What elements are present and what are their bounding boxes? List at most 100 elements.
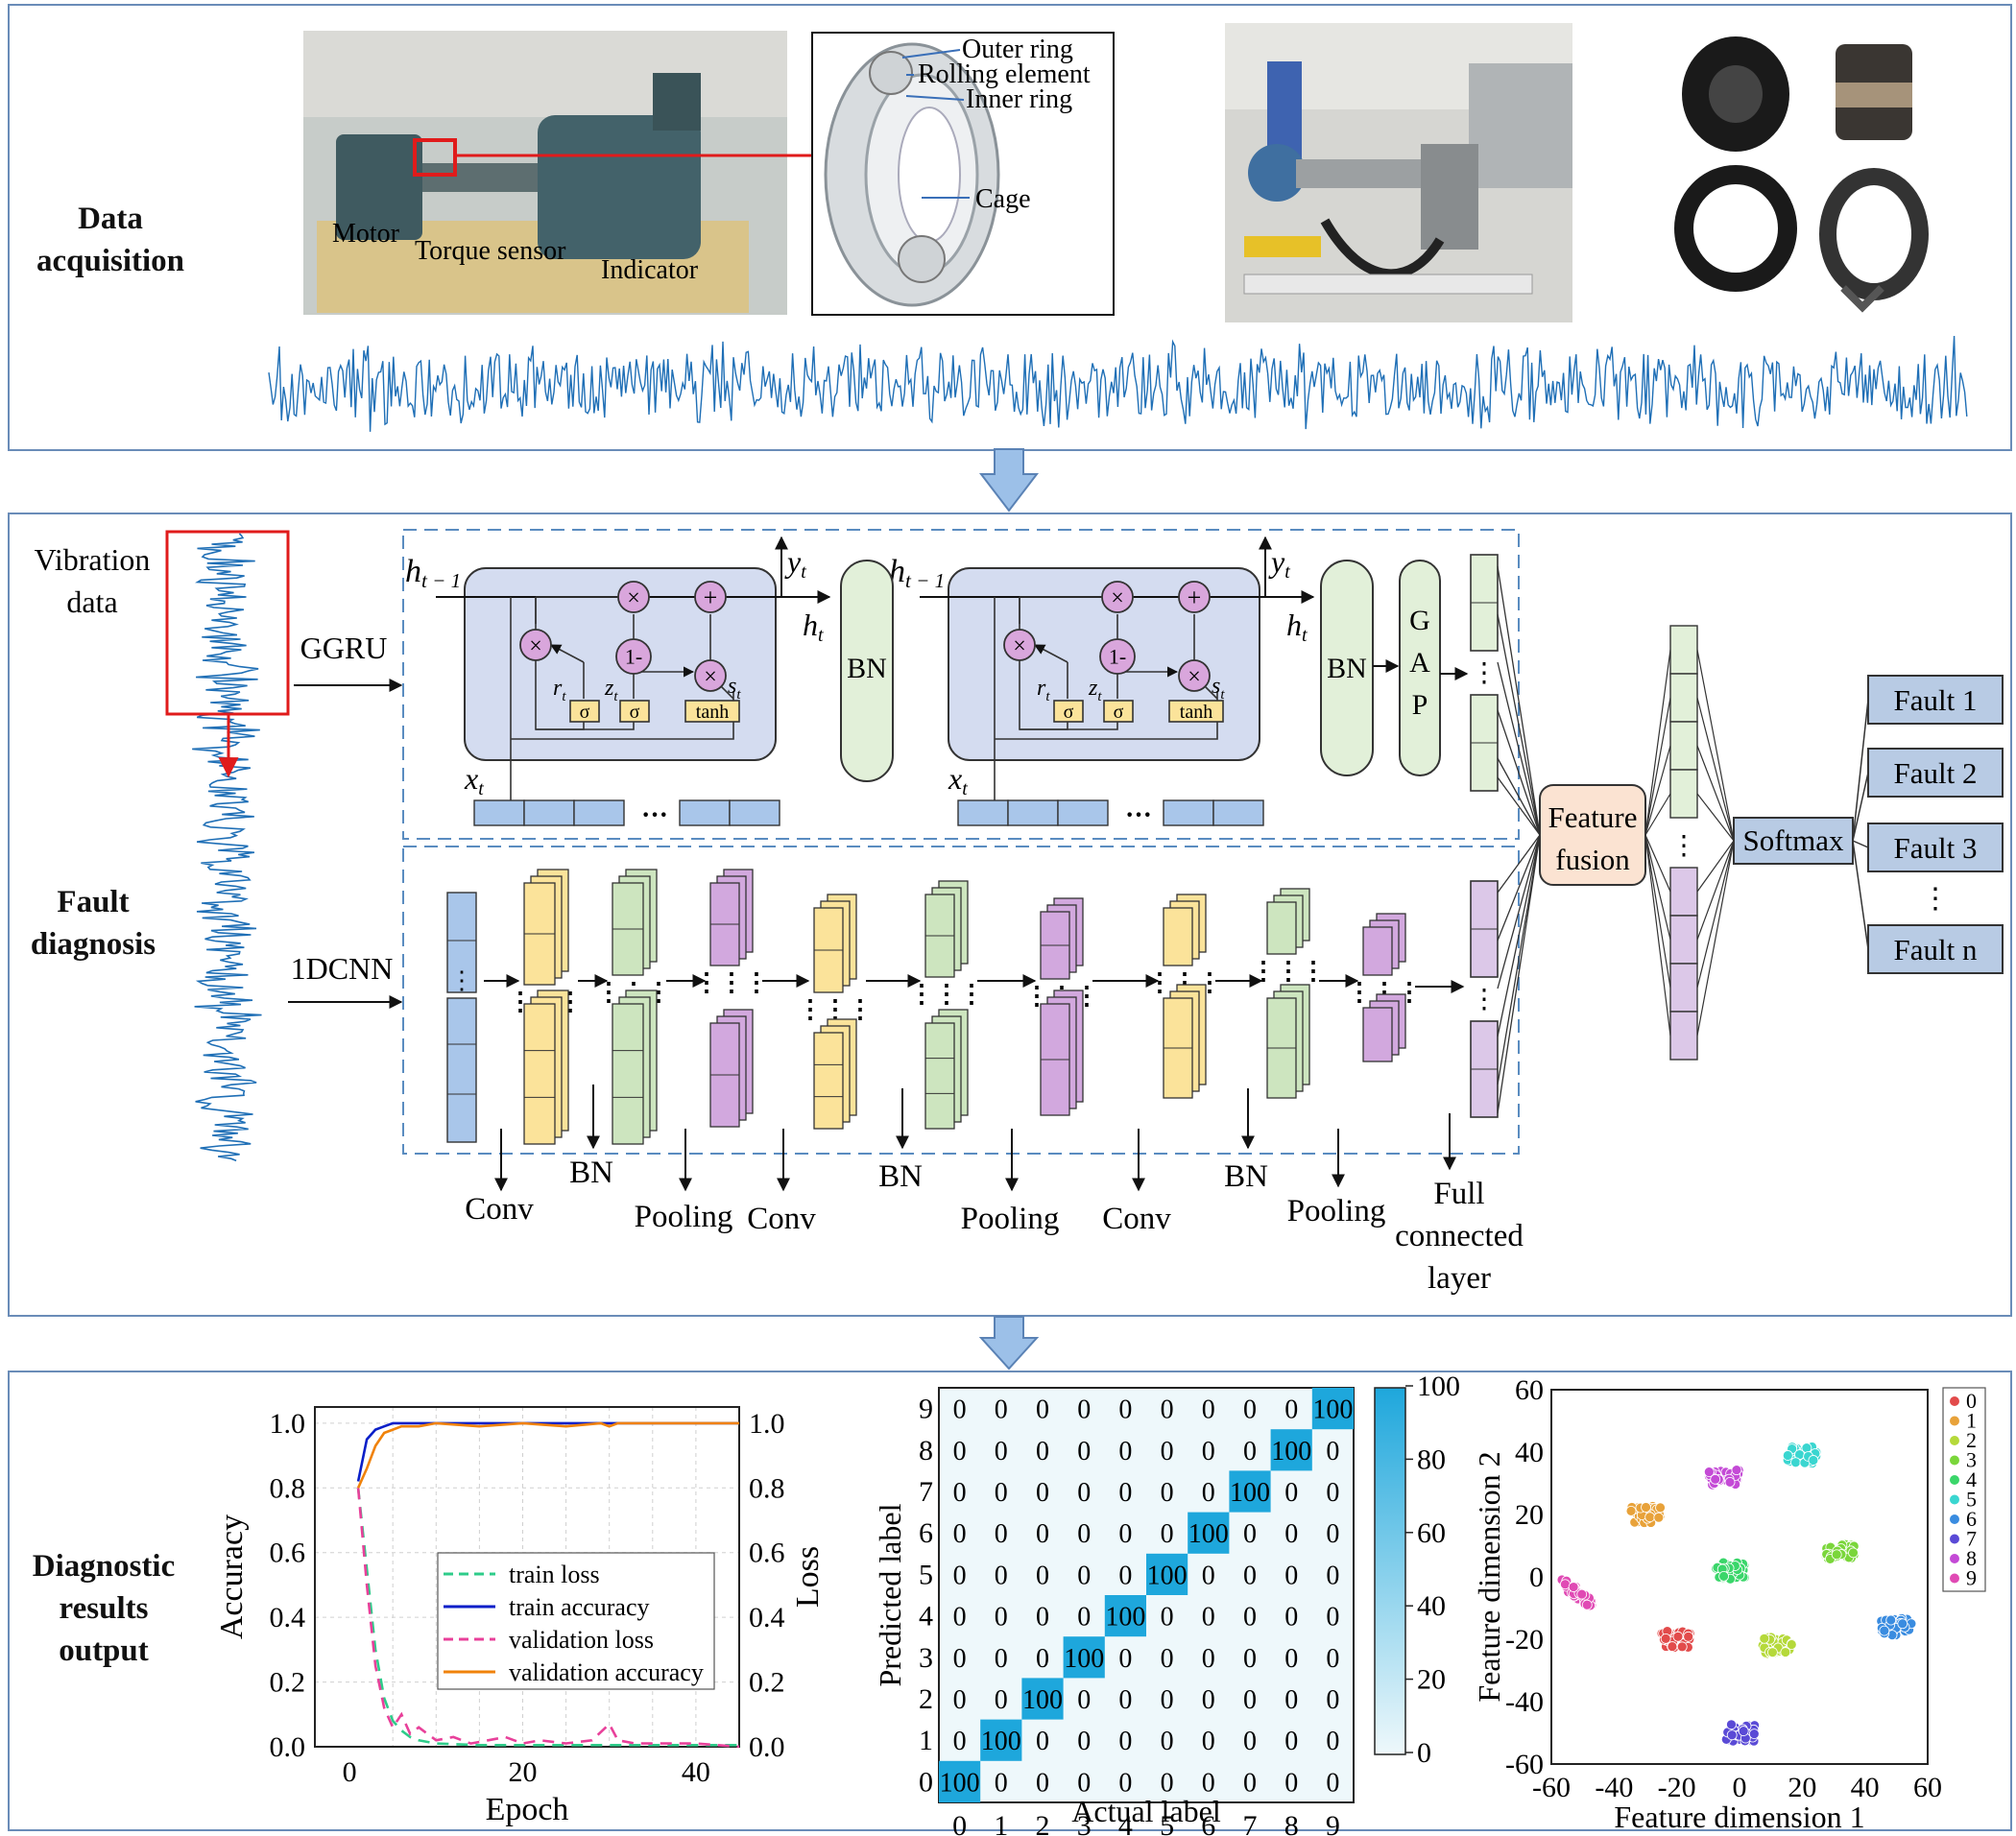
matrix-value: 0 [1161, 1603, 1174, 1633]
matrix-value: 100 [1188, 1519, 1229, 1549]
ytick-right: 1.0 [749, 1408, 785, 1440]
softmax-block [1733, 817, 1854, 865]
matrix-xtick: 6 [1201, 1810, 1215, 1836]
matrix-value: 0 [1326, 1437, 1339, 1466]
matrix-ytick: 7 [919, 1476, 933, 1508]
matrix-value: 0 [1243, 1685, 1257, 1715]
svg-text:⋮: ⋮ [1471, 658, 1498, 688]
matrix-cell [1311, 1388, 1354, 1430]
matrix-value: 100 [1105, 1603, 1145, 1633]
matrix-value: 0 [953, 1727, 967, 1756]
matrix-value: 0 [995, 1478, 1008, 1508]
feature-fusion-label-2: fusion [1555, 843, 1630, 876]
svg-text:×: × [704, 664, 717, 689]
matrix-value: 0 [1118, 1519, 1132, 1549]
colorbar-tick: 0 [1417, 1737, 1431, 1769]
matrix-value: 0 [1036, 1395, 1049, 1425]
matrix-value: 0 [1202, 1644, 1215, 1674]
bn-label-gru1: BN [847, 653, 887, 684]
label-inner-ring: Inner ring [966, 84, 1072, 114]
matrix-xtick: 1 [994, 1810, 1008, 1836]
cluster-9 [1556, 1574, 1597, 1611]
matrix-xtick: 8 [1284, 1810, 1299, 1836]
matrix-value: 0 [1118, 1727, 1132, 1756]
matrix-value: 0 [1326, 1727, 1339, 1756]
matrix-xtick: 7 [1243, 1810, 1258, 1836]
legend-entry-1: train accuracy [509, 1593, 650, 1621]
matrix-value: 0 [995, 1437, 1008, 1466]
bearing-diagram: Outer ring Rolling element Inner ring Ca… [811, 32, 1115, 316]
matrix-xtick: 0 [952, 1810, 967, 1836]
matrix-value: 100 [1230, 1478, 1270, 1508]
cluster-8 [1703, 1465, 1744, 1490]
matrix-value: 0 [1326, 1603, 1339, 1633]
cnn-output-vector: ⋮ [1470, 880, 1499, 1118]
scatter-xtick: 60 [1913, 1772, 1942, 1803]
matrix-value: 0 [1118, 1561, 1132, 1590]
cluster-0 [1656, 1626, 1695, 1653]
matrix-value: 0 [995, 1603, 1008, 1633]
cluster-7 [1720, 1719, 1761, 1747]
svg-text:zt: zt [604, 676, 618, 704]
gap-letter-p: P [1412, 689, 1428, 721]
cnn-label-0: Conv [465, 1192, 534, 1227]
matrix-xtick: 9 [1326, 1810, 1340, 1836]
svg-text:×: × [1188, 664, 1201, 689]
scatter-ylabel: Feature dimension 2 [1472, 1451, 1506, 1702]
scatter-legend-entry: 1 [1966, 1409, 1977, 1433]
svg-text:σ: σ [580, 702, 590, 723]
matrix-value: 0 [1284, 1768, 1298, 1798]
svg-text:⋮⋮⋮: ⋮⋮⋮ [798, 995, 873, 1023]
matrix-value: 100 [1147, 1561, 1188, 1590]
matrix-cell [1229, 1470, 1271, 1513]
svg-text:⋮: ⋮ [1471, 985, 1498, 1014]
matrix-value: 0 [1036, 1644, 1049, 1674]
matrix-value: 0 [953, 1644, 967, 1674]
matrix-ytick: 8 [919, 1435, 933, 1466]
matrix-value: 0 [1202, 1395, 1215, 1425]
svg-text:⋮⋮⋮: ⋮⋮⋮ [1251, 957, 1326, 985]
matrix-value: 0 [1118, 1395, 1132, 1425]
lines-plot-frame [314, 1406, 740, 1748]
svg-text:×: × [1013, 633, 1026, 658]
matrix-value: 0 [1161, 1395, 1174, 1425]
matrix-ytick: 0 [919, 1766, 933, 1798]
matrix-value: 100 [1271, 1437, 1311, 1466]
bn-block-gru2 [1320, 560, 1374, 776]
matrix-value: 100 [940, 1768, 980, 1798]
matrix-value: 0 [995, 1768, 1008, 1798]
matrix-value: 0 [1202, 1561, 1215, 1590]
cnn-label-6: Conv [1102, 1202, 1171, 1236]
scatter-legend-entry: 5 [1966, 1488, 1977, 1512]
fc-label-0: Full [1433, 1177, 1484, 1211]
scatter-legend-entry: 8 [1966, 1546, 1977, 1570]
scatter-xtick: -40 [1595, 1772, 1633, 1803]
fault-bearings-photo [1674, 36, 1929, 313]
scatter-xlabel: Feature dimension 1 [1614, 1800, 1864, 1834]
matrix-value: 0 [1243, 1437, 1257, 1466]
matrix-cell [1146, 1553, 1188, 1595]
label-rolling-element: Rolling element [918, 60, 1091, 89]
fault-outputs: Fault 1 Fault 2 Fault 3 ⋮ Fault n [1852, 675, 2004, 974]
label-cage: Cage [975, 184, 1031, 214]
matrix-value: 0 [1118, 1644, 1132, 1674]
matrix-value: 0 [953, 1437, 967, 1466]
series-line-2 [356, 1488, 740, 1749]
matrix-value: 0 [1077, 1685, 1091, 1715]
gap-letter-g: G [1409, 605, 1430, 636]
lines-xlabel: Epoch [486, 1792, 569, 1827]
cnn-label-2: Pooling [635, 1200, 733, 1234]
svg-text:st: st [1212, 674, 1225, 703]
svg-text:rt: rt [553, 676, 566, 704]
ytick-right: 0.0 [749, 1731, 785, 1763]
ytick-right: 0.2 [749, 1667, 785, 1699]
ytick-left: 0.6 [270, 1538, 306, 1569]
series-line-3 [356, 1421, 739, 1489]
matrix-value: 0 [995, 1685, 1008, 1715]
scatter-ytick: 20 [1515, 1499, 1544, 1531]
lines-ylabel: Accuracy [214, 1514, 250, 1639]
matrix-ytick: 9 [919, 1394, 933, 1425]
svg-text:×: × [529, 633, 542, 658]
scatter-legend-entry: 6 [1966, 1507, 1977, 1531]
matrix-value: 0 [1326, 1644, 1339, 1674]
